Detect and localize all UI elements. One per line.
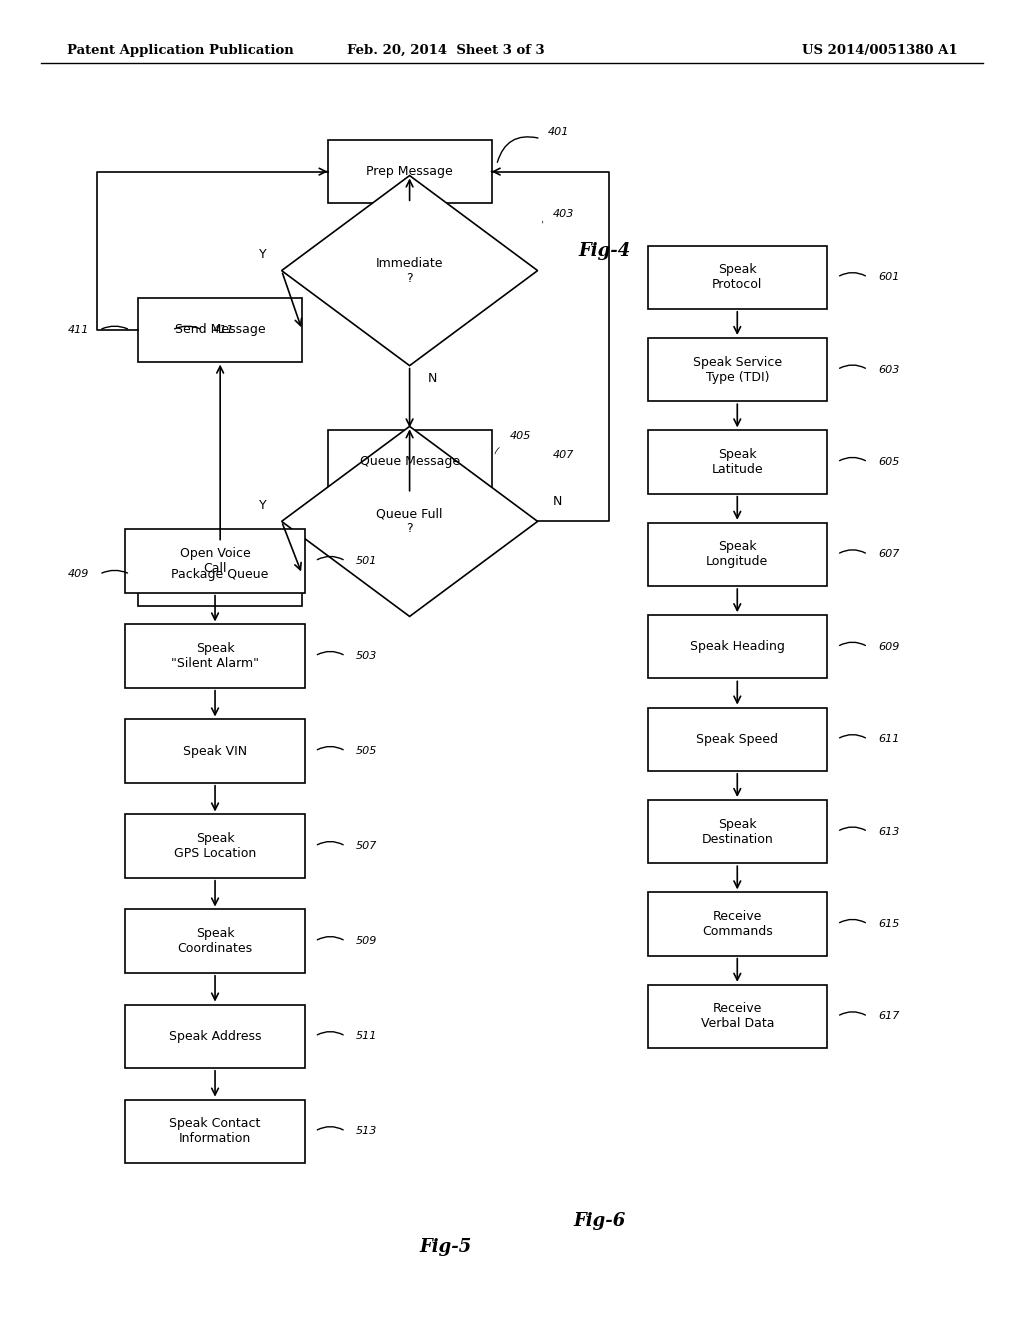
Text: Queue Full
?: Queue Full ? bbox=[377, 507, 442, 536]
Text: Feb. 20, 2014  Sheet 3 of 3: Feb. 20, 2014 Sheet 3 of 3 bbox=[347, 44, 544, 57]
Text: 611: 611 bbox=[879, 734, 899, 744]
Text: Speak
GPS Location: Speak GPS Location bbox=[174, 832, 256, 861]
Text: 505: 505 bbox=[356, 746, 377, 756]
Text: Speak Address: Speak Address bbox=[169, 1030, 261, 1043]
Text: 411: 411 bbox=[68, 325, 89, 335]
FancyBboxPatch shape bbox=[647, 708, 826, 771]
Text: 615: 615 bbox=[879, 919, 899, 929]
FancyBboxPatch shape bbox=[125, 1005, 305, 1068]
Text: 407: 407 bbox=[553, 450, 574, 459]
Text: Y: Y bbox=[259, 499, 267, 512]
FancyBboxPatch shape bbox=[647, 800, 826, 863]
Text: Immediate
?: Immediate ? bbox=[376, 256, 443, 285]
Text: 511: 511 bbox=[356, 1031, 377, 1041]
Text: 507: 507 bbox=[356, 841, 377, 851]
Text: 509: 509 bbox=[356, 936, 377, 946]
Polygon shape bbox=[282, 176, 538, 366]
Text: Package Queue: Package Queue bbox=[171, 568, 269, 581]
Text: 605: 605 bbox=[879, 457, 899, 467]
Text: Speak Service
Type (TDI): Speak Service Type (TDI) bbox=[692, 355, 782, 384]
Text: 609: 609 bbox=[879, 642, 899, 652]
Text: Speak Contact
Information: Speak Contact Information bbox=[169, 1117, 261, 1146]
FancyBboxPatch shape bbox=[647, 615, 826, 678]
FancyBboxPatch shape bbox=[328, 430, 492, 494]
Text: Speak
Protocol: Speak Protocol bbox=[712, 263, 763, 292]
Text: Receive
Verbal Data: Receive Verbal Data bbox=[700, 1002, 774, 1031]
Text: Fig-4: Fig-4 bbox=[579, 242, 631, 260]
Text: 601: 601 bbox=[879, 272, 899, 282]
FancyBboxPatch shape bbox=[647, 523, 826, 586]
Text: Speak
Latitude: Speak Latitude bbox=[712, 447, 763, 477]
Text: 603: 603 bbox=[879, 364, 899, 375]
FancyBboxPatch shape bbox=[138, 543, 302, 606]
Text: 403: 403 bbox=[553, 209, 574, 219]
Text: Speak
Coordinates: Speak Coordinates bbox=[177, 927, 253, 956]
FancyBboxPatch shape bbox=[125, 909, 305, 973]
FancyBboxPatch shape bbox=[647, 892, 826, 956]
Text: Patent Application Publication: Patent Application Publication bbox=[67, 44, 293, 57]
Text: Speak
Longitude: Speak Longitude bbox=[707, 540, 768, 569]
FancyBboxPatch shape bbox=[138, 298, 302, 362]
Text: Speak Heading: Speak Heading bbox=[690, 640, 784, 653]
FancyBboxPatch shape bbox=[125, 1100, 305, 1163]
FancyBboxPatch shape bbox=[125, 624, 305, 688]
Text: Queue Message: Queue Message bbox=[359, 455, 460, 469]
Text: US 2014/0051380 A1: US 2014/0051380 A1 bbox=[802, 44, 957, 57]
Text: 617: 617 bbox=[879, 1011, 899, 1022]
Text: Speak
"Silent Alarm": Speak "Silent Alarm" bbox=[171, 642, 259, 671]
Text: Send Message: Send Message bbox=[175, 323, 265, 337]
Text: 607: 607 bbox=[879, 549, 899, 560]
Text: Speak
Destination: Speak Destination bbox=[701, 817, 773, 846]
Text: Prep Message: Prep Message bbox=[367, 165, 453, 178]
Text: N: N bbox=[427, 372, 437, 385]
Polygon shape bbox=[282, 426, 538, 616]
Text: 501: 501 bbox=[356, 556, 377, 566]
FancyBboxPatch shape bbox=[125, 529, 305, 593]
Text: Fig-6: Fig-6 bbox=[573, 1212, 626, 1230]
Text: Speak VIN: Speak VIN bbox=[183, 744, 247, 758]
FancyBboxPatch shape bbox=[647, 430, 826, 494]
Text: 405: 405 bbox=[510, 430, 531, 441]
FancyBboxPatch shape bbox=[328, 140, 492, 203]
Text: 513: 513 bbox=[356, 1126, 377, 1137]
Text: Receive
Commands: Receive Commands bbox=[701, 909, 773, 939]
FancyBboxPatch shape bbox=[125, 814, 305, 878]
Text: Fig-5: Fig-5 bbox=[420, 1238, 472, 1257]
Text: Y: Y bbox=[259, 248, 267, 261]
FancyBboxPatch shape bbox=[647, 246, 826, 309]
Text: 613: 613 bbox=[879, 826, 899, 837]
Text: N: N bbox=[553, 495, 562, 508]
FancyBboxPatch shape bbox=[125, 719, 305, 783]
Text: 409: 409 bbox=[68, 569, 89, 579]
Text: 411: 411 bbox=[213, 325, 234, 335]
FancyBboxPatch shape bbox=[647, 338, 826, 401]
Text: 401: 401 bbox=[548, 127, 569, 137]
Text: 503: 503 bbox=[356, 651, 377, 661]
Text: Speak Speed: Speak Speed bbox=[696, 733, 778, 746]
FancyBboxPatch shape bbox=[647, 985, 826, 1048]
Text: Open Voice
Call: Open Voice Call bbox=[179, 546, 251, 576]
